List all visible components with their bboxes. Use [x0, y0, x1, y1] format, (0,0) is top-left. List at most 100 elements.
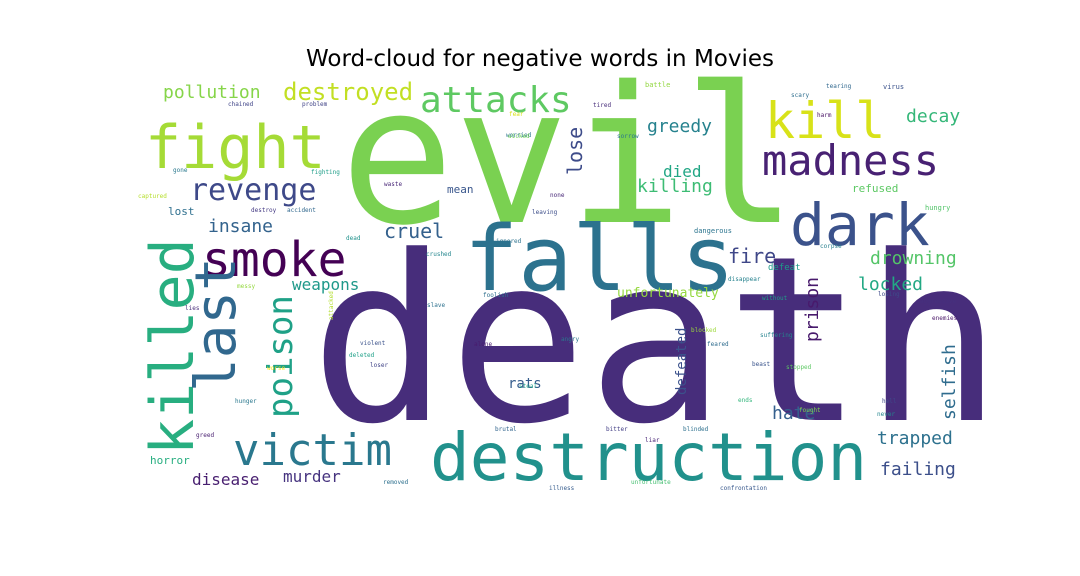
word-corpse: corpse — [820, 243, 842, 250]
word-messy: messy — [237, 283, 255, 290]
word-madness: madness — [762, 136, 939, 185]
word-locked: locked — [858, 274, 923, 295]
word-removed: removed — [383, 479, 409, 486]
word-hell: hell — [882, 398, 897, 405]
word-aggressive: aggressive — [920, 298, 957, 305]
word-blinded: blinded — [683, 426, 709, 433]
word-violent: violent — [360, 340, 386, 347]
word-problem: problem — [302, 101, 328, 108]
word-insane: insane — [208, 216, 273, 237]
word-angry: angry — [561, 336, 579, 343]
word-foolish: foolish — [483, 292, 509, 299]
word-killed: killed — [138, 238, 208, 455]
word-without: without — [762, 295, 788, 302]
word-hungry: hungry — [925, 204, 950, 212]
word-attacks: attacks — [420, 80, 572, 121]
word-victim: victim — [233, 425, 392, 476]
word-gone: gone — [173, 167, 188, 174]
word-tired: tired — [593, 102, 611, 109]
word-cruel: cruel — [384, 219, 444, 243]
word-harm: harm — [817, 112, 832, 119]
word-never: never — [877, 411, 895, 418]
word-leaving: leaving — [532, 209, 558, 216]
word-dangerous: dangerous — [694, 227, 732, 235]
word-died: died — [663, 162, 702, 181]
word-lies: lies — [185, 305, 200, 312]
word-accident: accident — [287, 207, 316, 214]
word-bitter: bitter — [606, 426, 628, 433]
word-ends: ends — [738, 397, 753, 404]
word-waste: waste — [384, 181, 402, 188]
chart-title: Word-cloud for negative words in Movies — [305, 46, 774, 72]
word-unfortunately: unfortunately — [617, 286, 719, 301]
word-last: last — [184, 257, 249, 392]
word-revenge: revenge — [190, 173, 316, 208]
word-refused: refused — [852, 182, 898, 195]
word-captured: captured — [138, 193, 167, 200]
word-mean: mean — [447, 183, 474, 196]
word-destroy: destroy — [251, 207, 277, 214]
word-horror: horror — [150, 454, 190, 467]
word-pollution: pollution — [163, 82, 261, 103]
word-lose: lose — [563, 127, 587, 175]
word-prison: prison — [802, 277, 823, 342]
word-fighting: fighting — [311, 169, 340, 176]
word-fire: fire — [728, 244, 776, 268]
word-drowning: drowning — [870, 248, 957, 269]
word-virus: virus — [883, 83, 904, 91]
word-alone: alone — [474, 341, 492, 348]
word-evil: evil — [340, 46, 798, 267]
word-fear: fear — [509, 111, 524, 118]
word-dead: dead — [346, 235, 361, 242]
word-losing: losing — [878, 291, 900, 298]
word-deleted: deleted — [349, 352, 375, 359]
word-defeated: defeated — [674, 328, 690, 395]
word-hate: hate — [772, 403, 815, 424]
word-steal: steal — [519, 383, 537, 390]
word-rats: rats — [508, 376, 542, 392]
word-destroyed: destroyed — [283, 78, 413, 106]
word-confrontation: confrontation — [720, 485, 767, 492]
word-suffering: suffering — [760, 332, 793, 339]
word-brutal: brutal — [495, 426, 517, 433]
word-unfortunate: unfortunate — [631, 479, 671, 486]
word-smoke: smoke — [202, 232, 347, 288]
word-tearing: tearing — [826, 83, 852, 90]
word-blocked: blocked — [691, 327, 717, 334]
word-kill: kill — [765, 92, 885, 150]
word-fought: fought — [799, 407, 821, 414]
word-crushed: crushed — [426, 251, 452, 258]
word-liar: liar — [645, 437, 660, 444]
word-ignored: ignored — [496, 238, 522, 245]
word-worse: worse — [267, 365, 285, 372]
word-death: death — [310, 208, 1002, 475]
word-disease: disease — [192, 470, 259, 489]
word-wicked: wicked — [508, 133, 530, 140]
word-poison: poison — [261, 295, 301, 418]
word-slave: slave — [427, 302, 445, 309]
word-none: none — [550, 192, 565, 199]
word-hunger: hunger — [235, 398, 257, 405]
word-sorrow: sorrow — [617, 133, 639, 140]
word-illness: illness — [549, 485, 575, 492]
word-failing: failing — [880, 459, 956, 480]
word-killing: killing — [637, 176, 713, 197]
word-stopped: stopped — [786, 364, 812, 371]
word-trapped: trapped — [877, 428, 953, 449]
word-greed: greed — [196, 432, 214, 439]
word-loser: loser — [370, 362, 388, 369]
word-lost: lost — [168, 205, 195, 218]
word-battle: battle — [645, 81, 670, 89]
word-attacked: attacked — [328, 291, 335, 320]
word-greedy: greedy — [647, 116, 712, 137]
word-feared: feared — [707, 341, 729, 348]
word-enemies: enemies — [932, 315, 958, 322]
word-defeat: defeat — [768, 263, 801, 273]
word-murder: murder — [283, 467, 341, 486]
word-scary: scary — [791, 92, 809, 99]
word-beast: beast — [752, 361, 770, 368]
word-weapons: weapons — [292, 275, 359, 294]
word-worried: worried — [506, 132, 532, 139]
